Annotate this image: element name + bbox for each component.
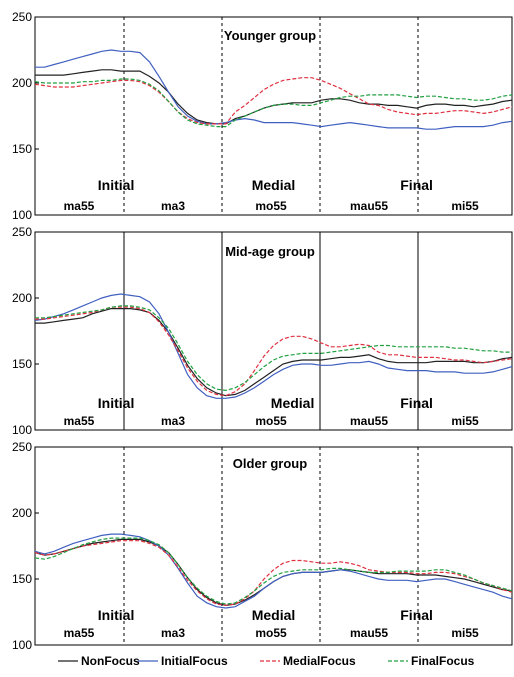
region-label: Medial (271, 395, 315, 411)
syllable-label: ma55 (64, 414, 95, 428)
plot-frame (34, 231, 513, 431)
region-label: Final (400, 177, 433, 193)
series-line-finalfocus (35, 305, 512, 392)
syllable-label: mi55 (451, 414, 479, 428)
series-line-initialfocus (34, 293, 513, 399)
legend-label: FinalFocus (411, 654, 475, 668)
region-label: Medial (252, 177, 296, 193)
y-tick-label: 250 (12, 10, 32, 24)
series-line-finalfocus (34, 78, 513, 128)
syllable-label: mau55 (350, 626, 388, 640)
series-line-initialfocus (34, 533, 513, 609)
panel-title: Mid-age group (225, 244, 315, 259)
legend-label: MedialFocus (283, 654, 356, 668)
syllable-label: ma3 (161, 414, 185, 428)
syllable-label: ma55 (64, 199, 95, 213)
plot-frame (34, 446, 513, 646)
syllable-label: ma55 (64, 626, 95, 640)
y-tick-label: 150 (12, 572, 32, 586)
legend-label: NonFocus (81, 654, 140, 668)
syllable-label: mau55 (350, 414, 388, 428)
y-tick-label: 250 (12, 225, 32, 239)
syllable-label: mo55 (255, 199, 287, 213)
region-label: Initial (98, 177, 135, 193)
plot-frame (34, 16, 513, 216)
panel-title: Older group (233, 456, 307, 471)
syllable-label: mo55 (255, 626, 287, 640)
series-line-medialfocus (34, 77, 513, 125)
region-label: Initial (98, 395, 135, 411)
y-tick-label: 200 (12, 506, 32, 520)
y-tick-label: 100 (12, 208, 32, 222)
syllable-label: mi55 (451, 626, 479, 640)
y-tick-label: 100 (12, 638, 32, 652)
syllable-label: mi55 (451, 199, 479, 213)
y-tick-label: 250 (12, 440, 32, 454)
series-line-finalfocus (34, 537, 513, 605)
syllable-label: ma3 (161, 626, 185, 640)
series-line-medialfocus (35, 306, 513, 397)
y-tick-label: 150 (12, 357, 32, 371)
region-label: Final (400, 607, 433, 623)
syllable-label: ma3 (161, 199, 185, 213)
series-line-nonfocus (35, 308, 513, 397)
y-tick-label: 200 (12, 76, 32, 90)
panel-title: Younger group (224, 28, 316, 43)
y-tick-label: 150 (12, 142, 32, 156)
syllable-label: mo55 (255, 414, 287, 428)
region-label: Final (400, 395, 433, 411)
y-tick-label: 200 (12, 291, 32, 305)
syllable-label: mau55 (350, 199, 388, 213)
region-label: Initial (98, 607, 135, 623)
region-label: Medial (252, 607, 296, 623)
series-line-medialfocus (34, 540, 513, 607)
legend-label: InitialFocus (161, 654, 228, 668)
series-line-initialfocus (35, 49, 513, 130)
y-tick-label: 100 (12, 423, 32, 437)
